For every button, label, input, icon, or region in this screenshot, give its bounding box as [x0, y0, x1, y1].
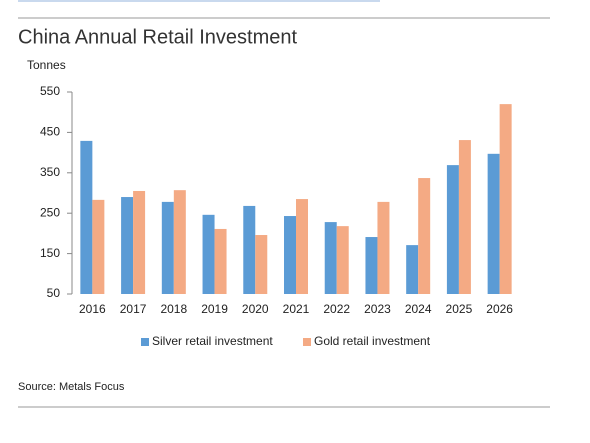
- bar: [499, 104, 512, 295]
- bar: [121, 197, 134, 294]
- legend-label: Gold retail investment: [314, 334, 431, 348]
- bar: [202, 214, 215, 294]
- bar: [446, 165, 459, 294]
- bar: [173, 190, 186, 294]
- x-tick-label: 2017: [120, 302, 147, 316]
- bar: [255, 235, 268, 294]
- bar: [133, 190, 146, 294]
- x-tick-label: 2025: [446, 302, 473, 316]
- bar: [284, 216, 296, 294]
- bar: [336, 226, 349, 294]
- bar: [487, 153, 500, 294]
- bar: [161, 201, 174, 294]
- source: Source: Metals Focus: [18, 381, 125, 393]
- bar: [92, 199, 105, 294]
- bar: [377, 201, 390, 294]
- x-tick-label: 2021: [283, 302, 310, 316]
- bar: [80, 140, 93, 294]
- y-tick-label: 450: [40, 125, 60, 139]
- bar: [406, 245, 419, 294]
- x-tick-label: 2016: [79, 302, 106, 316]
- chart-title: China Annual Retail Investment: [18, 26, 297, 48]
- y-tick-label: 350: [40, 165, 60, 179]
- bar: [296, 199, 308, 294]
- y-tick-label: 550: [40, 84, 60, 98]
- x-tick-label: 2019: [201, 302, 228, 316]
- x-tick-label: 2018: [160, 302, 187, 316]
- x-tick-label: 2024: [405, 302, 432, 316]
- y-tick-label: 50: [47, 286, 61, 300]
- legend-swatch: [141, 338, 149, 346]
- x-tick-label: 2020: [242, 302, 269, 316]
- y-tick-label: 250: [40, 205, 60, 219]
- legend-label: Silver retail investment: [152, 334, 273, 348]
- bar: [365, 237, 378, 294]
- bar: [324, 222, 337, 294]
- legend-swatch: [303, 338, 311, 346]
- bar: [243, 205, 256, 294]
- y-tick-label: 150: [40, 246, 60, 260]
- bar: [458, 140, 471, 294]
- x-tick-label: 2026: [486, 302, 513, 316]
- bar: [214, 228, 227, 294]
- x-tick-label: 2023: [364, 302, 391, 316]
- bar: [418, 178, 431, 294]
- x-tick-label: 2022: [323, 302, 350, 316]
- y-axis-label: Tonnes: [27, 58, 66, 72]
